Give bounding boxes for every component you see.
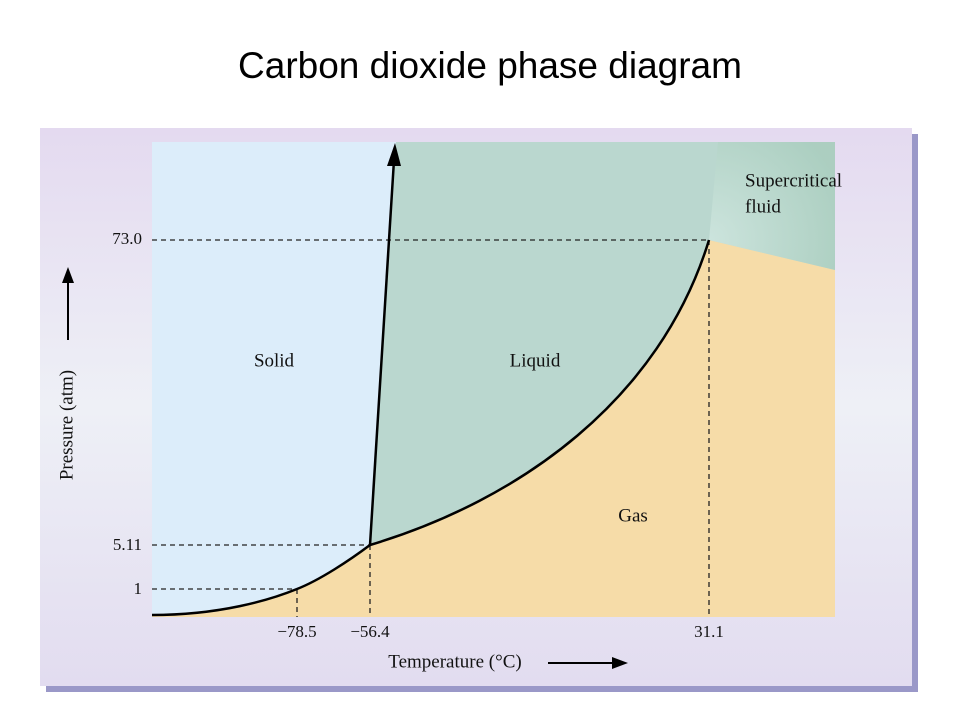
melting-arrowhead xyxy=(387,143,401,166)
y-tick-label: 1 xyxy=(134,579,143,598)
y-axis-label: Pressure (atm) xyxy=(56,370,77,480)
x-axis-arrowhead xyxy=(612,657,628,669)
supercritical-label: fluid xyxy=(745,196,781,217)
liquid-label: Liquid xyxy=(510,350,561,371)
y-axis-arrowhead xyxy=(62,267,74,283)
melting-curve xyxy=(368,159,396,546)
x-tick-label: −56.4 xyxy=(350,622,390,641)
title: Carbon dioxide phase diagram xyxy=(238,45,742,86)
supercritical-region xyxy=(709,142,835,270)
x-tick-label: 31.1 xyxy=(694,622,724,641)
y-tick-label: 5.11 xyxy=(113,535,142,554)
guide-lines xyxy=(152,239,710,617)
vaporization-curve xyxy=(369,239,711,547)
x-axis-label: Temperature (°C) xyxy=(388,651,521,672)
x-tick-label: −78.5 xyxy=(277,622,316,641)
sublimation-curve xyxy=(151,543,371,617)
supercritical-label: Supercritical xyxy=(745,170,842,191)
gas-label: Gas xyxy=(618,505,648,526)
y-tick-label: 73.0 xyxy=(112,229,142,248)
solid-region xyxy=(152,142,396,615)
gas-region xyxy=(152,240,835,617)
solid-label: Solid xyxy=(254,350,295,371)
